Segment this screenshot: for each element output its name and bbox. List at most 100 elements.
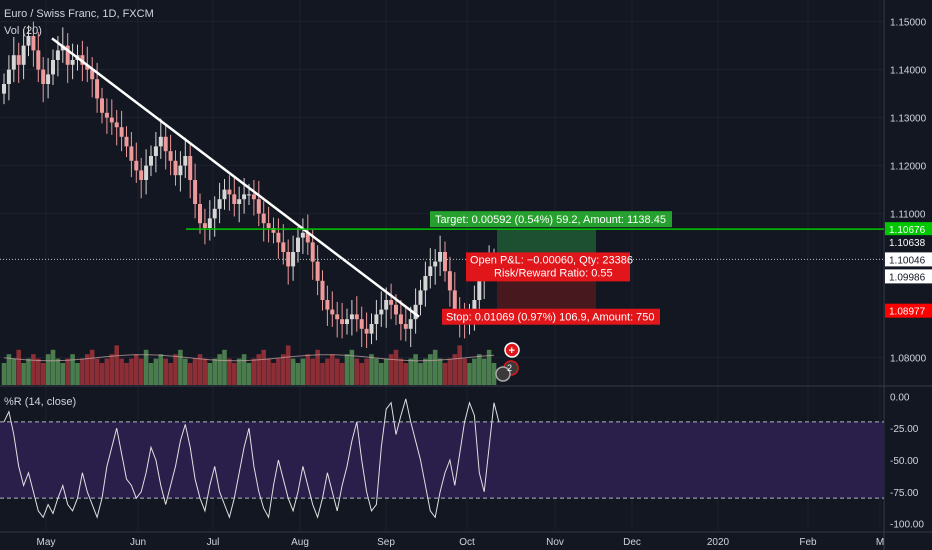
volume-bar <box>65 358 70 385</box>
price-tick-label: 1.13000 <box>890 114 927 125</box>
candle-body <box>149 156 153 166</box>
volume-bar <box>418 363 423 385</box>
time-tick-label: Oct <box>459 537 475 548</box>
percent-r-line <box>3 398 500 519</box>
candle-body <box>124 136 129 147</box>
candle-body <box>477 280 482 300</box>
trendline <box>51 37 420 318</box>
candle-body <box>198 204 202 224</box>
target-label: Target: 0.00592 (0.54%) 59.2, Amount: 11… <box>430 211 672 228</box>
candle-body <box>193 180 198 204</box>
price-tick-label: 1.08000 <box>890 354 927 365</box>
candle-body <box>168 151 173 161</box>
volume-bar <box>285 345 291 385</box>
candle-body <box>413 304 418 320</box>
volume-legend[interactable]: Vol (20) <box>4 25 42 37</box>
volume-bar <box>305 354 311 385</box>
volume-bar <box>467 363 472 385</box>
volume-bar <box>452 354 458 385</box>
volume-bar <box>192 358 198 385</box>
volume-bar <box>403 363 409 385</box>
candle-body <box>163 136 168 152</box>
volume-bar <box>330 354 335 385</box>
candle-body <box>16 55 21 65</box>
candle-body <box>207 218 212 228</box>
volume-bar <box>413 354 418 385</box>
candle-body <box>104 112 109 118</box>
pnl-text: Open P&L: −0.00060, Qty: 23386 <box>470 254 633 266</box>
volume-bar <box>45 354 51 385</box>
volume-bar <box>11 358 17 385</box>
candle-body <box>403 324 408 329</box>
candle-body <box>100 98 104 113</box>
candle-body <box>134 160 139 171</box>
candle-body <box>212 208 217 219</box>
indicator-tick-label: 0.00 <box>890 392 910 403</box>
target-price-tag-box <box>885 222 932 237</box>
plus-icon <box>504 342 520 358</box>
candle-body <box>70 60 75 65</box>
entry-price-tag-box <box>885 235 932 250</box>
candle-body <box>384 300 389 310</box>
time-tick-label: Aug <box>291 537 309 548</box>
volume-bar <box>437 358 443 385</box>
volume-bar <box>36 358 41 385</box>
candle-body <box>2 84 6 94</box>
indicator-tick-label: -100.00 <box>890 520 924 531</box>
candle-body <box>354 314 359 320</box>
symbol-title[interactable]: Euro / Swiss Franc, 1D, FXCM <box>4 8 154 20</box>
volume-bar <box>168 363 173 385</box>
candle-body <box>408 319 413 329</box>
stop-label-text: Stop: 0.01069 (0.97%) 106.9, Amount: 750 <box>446 312 655 324</box>
pnl-label-box <box>466 252 630 282</box>
volume-bar <box>315 349 320 385</box>
volume-bar <box>472 358 477 385</box>
candle-body <box>178 165 183 176</box>
candle-body <box>46 74 51 84</box>
volume-bar <box>1 363 7 385</box>
candle-body <box>276 232 281 243</box>
volume-bar <box>85 354 90 385</box>
volume-bar <box>138 358 144 385</box>
candle-body <box>51 60 55 75</box>
volume-bar <box>344 354 350 385</box>
candle-body <box>114 122 119 128</box>
volume-bar <box>60 363 66 385</box>
candle-body <box>428 266 433 276</box>
volume-bar <box>369 354 374 385</box>
volume-bar <box>290 358 296 385</box>
indicator-tick-label: -75.00 <box>890 488 919 499</box>
volume-bar <box>148 363 154 385</box>
volume-bar <box>134 354 139 385</box>
indicator-legend[interactable]: %R (14, close) <box>4 396 77 408</box>
volume-bar <box>374 358 379 385</box>
axes: 1.15000 1.14000 1.13000 1.12000 1.11000 1.080… <box>37 18 932 548</box>
event-badges: +2 <box>495 342 520 382</box>
price-tick-label: 1.14000 <box>890 66 927 77</box>
candle-body <box>247 194 251 196</box>
mid-price-tag: 1.09986 <box>889 272 926 283</box>
pnl-label: Open P&L: −0.00060, Qty: 23386Risk/Rewar… <box>466 252 633 282</box>
stop-label: Stop: 0.01069 (0.97%) 106.9, Amount: 750 <box>442 308 660 325</box>
candle-body <box>129 146 134 161</box>
candle-body <box>320 280 325 300</box>
volume-bar <box>178 349 183 385</box>
candle-body <box>261 213 266 224</box>
volume-bar <box>447 358 453 385</box>
candle-body <box>6 69 11 84</box>
volume-bar <box>163 358 168 385</box>
overbought-oversold-band <box>0 421 884 499</box>
candle-body <box>237 199 242 204</box>
volume-bar <box>187 363 193 385</box>
volume-bar <box>379 363 384 385</box>
candle-body <box>31 36 36 51</box>
volume-bar <box>261 349 266 385</box>
candle-body <box>153 146 158 156</box>
candle-body <box>394 304 398 315</box>
volume-bar <box>256 354 262 385</box>
candle-body <box>472 300 477 315</box>
volume-bar <box>31 354 36 385</box>
candle-body <box>227 189 232 195</box>
volume-bar <box>310 358 315 385</box>
